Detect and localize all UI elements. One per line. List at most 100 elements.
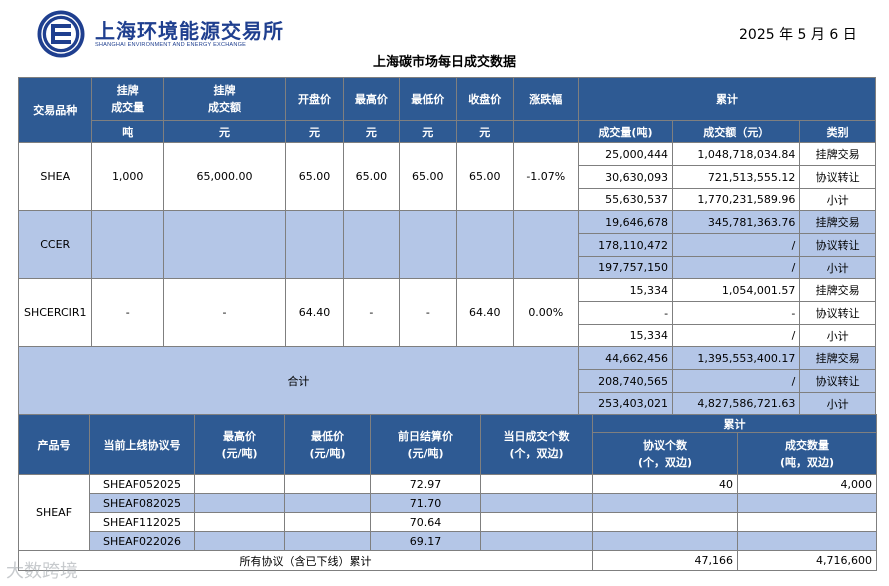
cum-volume: 44,662,456 [577, 346, 674, 370]
cum-count: 47,166 [592, 550, 738, 571]
prev-settle-price: 70.64 [370, 512, 481, 532]
col-header-listed-amount: 挂牌 成交额 [162, 77, 287, 121]
total-row: 合计 44,662,456 1,395,553,400.17 挂牌交易 [18, 346, 876, 415]
cum-volume: 253,403,021 [577, 392, 674, 415]
col-header-cum-amount: 成交额（元） [672, 120, 801, 143]
low-price [284, 474, 371, 494]
cum-volume: 15,334 [577, 324, 674, 347]
cum-amount: / [672, 369, 801, 393]
page-title: 上海碳市场每日成交数据 [372, 55, 516, 70]
high-price [194, 512, 285, 532]
table-row: 55,630,537 1,770,231,589.96 小计 [19, 188, 876, 211]
table-row: CCER 19,646,678 345,781,363.76 挂牌交易 [17, 210, 876, 279]
open-price: 65.00 [285, 142, 344, 211]
prev-settle-price: 72.97 [370, 474, 481, 494]
table-row: SHCERCIR1 - - 64.40 - - 64.40 0.00% 15,3… [17, 278, 876, 347]
cum-count [592, 512, 738, 532]
table-row: SHEA 1,000 65,000.00 65.00 65.00 65.00 6… [17, 142, 876, 211]
col-header-high: 最高价 [342, 77, 400, 121]
cum-volume: 208,740,565 [577, 369, 674, 393]
col-header-cum-volume: 成交数量 (吨，双边) [737, 432, 877, 475]
cum-volume: 15,334 [577, 278, 674, 302]
category: 挂牌交易 [799, 278, 876, 302]
cum-amount: / [672, 324, 801, 347]
product-name: SHCERCIR1 [17, 278, 93, 347]
agreement-code: SHEAF052025 [89, 474, 195, 494]
col-header-cum-count: 协议个数 (个，双边) [592, 432, 738, 475]
category: 挂牌交易 [799, 210, 876, 234]
product-name: SHEAF [18, 474, 90, 551]
report-date: 2025 年 5 月 6 日 [739, 27, 857, 43]
agreement-code: SHEAF082025 [89, 493, 195, 513]
total-row: 所有协议（含已下线）累计 47,166 4,716,600 [18, 550, 877, 571]
cum-volume: 197,757,150 [577, 256, 674, 279]
low-price [284, 512, 371, 532]
prev-settle-price: 71.70 [370, 493, 481, 513]
change-pct: -1.07% [512, 142, 579, 211]
total-label: 所有协议（含已下线）累计 [18, 550, 593, 571]
unit-volume: 吨 [91, 120, 164, 143]
high-price: - [342, 278, 400, 347]
cum-volume: 55,630,537 [577, 188, 674, 211]
product-name: CCER [17, 210, 93, 279]
cum-amount: / [672, 256, 801, 279]
col-header-product: 产品号 [18, 414, 90, 475]
agreement-code: SHEAF022026 [89, 531, 195, 551]
col-header-day-count: 当日成交个数 (个，双边) [480, 414, 593, 475]
col-header-agreement: 当前上线协议号 [89, 414, 195, 475]
col-header-cumulative: 累计 [592, 414, 877, 433]
high-price [194, 493, 285, 513]
category: 挂牌交易 [799, 346, 876, 370]
cum-volume [737, 531, 877, 551]
col-header-high: 最高价 (元/吨) [194, 414, 285, 475]
low-price [284, 493, 371, 513]
cum-volume: - [577, 301, 674, 325]
unit-change [512, 120, 579, 143]
table-row: SHEAF082025 71.70 [18, 493, 877, 513]
change-pct [512, 210, 579, 279]
col-header-low: 最低价 (元/吨) [284, 414, 371, 475]
low-price: - [398, 278, 457, 347]
close-price: 65.00 [455, 142, 514, 211]
category: 协议转让 [799, 233, 876, 257]
spot-trading-table: 交易品种 挂牌 成交量 挂牌 成交额 开盘价 最高价 最低价 收盘价 涨跌幅 累计 … [17, 77, 877, 415]
cum-volume [737, 493, 877, 513]
unit-close: 元 [455, 120, 514, 143]
day-count [480, 474, 593, 494]
cum-amount: 345,781,363.76 [672, 210, 801, 234]
col-header-prev-settle: 前日结算价 (元/吨) [370, 414, 481, 475]
close-price [455, 210, 514, 279]
unit-amount: 元 [162, 120, 287, 143]
cum-volume: 25,000,444 [577, 142, 674, 166]
table-row: SHEAF112025 70.64 [19, 512, 877, 532]
change-pct: 0.00% [512, 278, 579, 347]
cum-count [592, 531, 738, 551]
agreement-code: SHEAF112025 [89, 512, 195, 532]
total-label: 合计 [18, 346, 579, 415]
cum-amount: 4,827,586,721.63 [672, 392, 801, 415]
cum-volume: 4,716,600 [737, 550, 877, 571]
listed-amount: - [162, 278, 287, 347]
watermark: 大数跨境 [6, 561, 78, 582]
listed-volume: - [91, 278, 164, 347]
day-count [480, 493, 593, 513]
high-price [342, 210, 400, 279]
org-name-en: SHANGHAI ENVIRONMENT AND ENERGY EXCHANGE [95, 42, 247, 48]
col-header-change: 涨跌幅 [512, 77, 579, 121]
unit-low: 元 [398, 120, 457, 143]
day-count [480, 512, 593, 532]
exchange-logo-icon [37, 10, 85, 58]
low-price [398, 210, 457, 279]
close-price: 64.40 [455, 278, 514, 347]
table-row: SHEAF SHEAF052025 72.97 40 4,000 [18, 474, 877, 551]
unit-high: 元 [342, 120, 400, 143]
open-price: 64.40 [285, 278, 344, 347]
sheaf-agreement-table: 产品号 当前上线协议号 最高价 (元/吨) 最低价 (元/吨) 前日结算价 (元/吨)… [18, 414, 877, 571]
cum-amount: 1,770,231,589.96 [672, 188, 801, 211]
low-price [284, 531, 371, 551]
col-header-category: 类别 [799, 120, 876, 143]
low-price: 65.00 [398, 142, 457, 211]
cum-count: 40 [592, 474, 738, 494]
cum-volume: 30,630,093 [577, 165, 674, 189]
category: 小计 [799, 324, 876, 347]
